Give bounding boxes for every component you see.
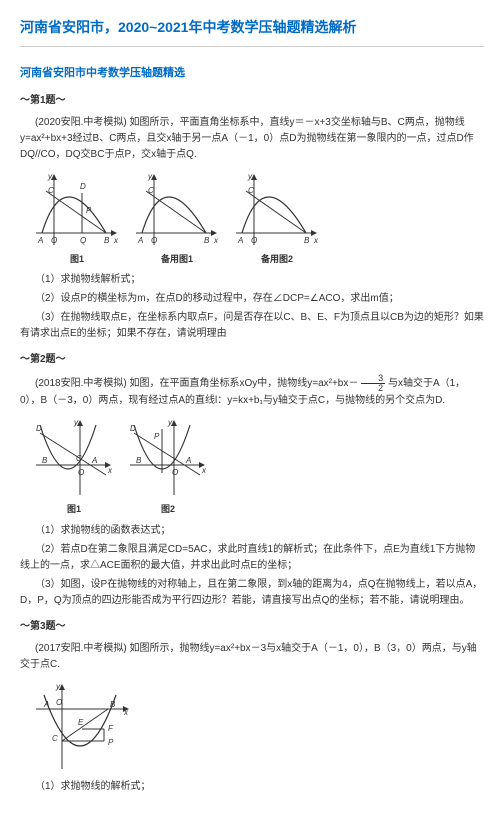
svg-text:O: O (151, 236, 157, 245)
svg-text:x: x (123, 708, 129, 717)
figure-caption: 备用图1 (161, 252, 193, 266)
svg-text:A: A (91, 456, 97, 465)
svg-text:y: y (73, 418, 79, 427)
svg-text:y: y (55, 682, 61, 691)
figure-caption: 备用图2 (261, 252, 293, 266)
svg-text:y: y (247, 172, 253, 181)
svg-text:B: B (204, 236, 210, 245)
q1-figure-row: AOBCDPQxy图1AOBCxy备用图1AOBCxy备用图2 (20, 171, 484, 266)
svg-text:A: A (43, 700, 49, 709)
figure: AO B Cx y 备用图2 (234, 171, 320, 266)
svg-text:B: B (42, 456, 48, 465)
section-title: 河南省安阳市中考数学压轴题精选 (20, 65, 484, 83)
svg-text:x: x (113, 236, 119, 245)
figure-caption: 图2 (161, 502, 175, 516)
svg-text:y: y (47, 172, 53, 181)
svg-text:C: C (248, 186, 254, 195)
figure: A B D O Px y 图2 (128, 417, 208, 516)
svg-text:A: A (237, 236, 243, 245)
svg-text:O: O (251, 236, 257, 245)
figure: AO B C D P Qx y 图1 (34, 171, 120, 266)
figure: A B C D Ox y 图1 (34, 417, 114, 516)
svg-text:y: y (147, 172, 153, 181)
svg-text:B: B (110, 700, 116, 709)
svg-text:D: D (80, 182, 86, 191)
svg-text:D: D (130, 424, 136, 433)
svg-text:x: x (213, 236, 219, 245)
q3-title: ～第3题～ (20, 619, 484, 635)
figure-svg: AO B Cx y (234, 171, 320, 249)
divider (20, 46, 484, 47)
svg-text:C: C (52, 734, 58, 743)
svg-text:C: C (76, 454, 82, 463)
q2-figure-row: A B C D Ox y 图1 A B D O Px y 图2 (20, 417, 484, 516)
svg-text:B: B (104, 236, 110, 245)
q2-title: ～第2题～ (20, 352, 484, 368)
svg-text:P: P (86, 206, 92, 215)
svg-text:P: P (108, 738, 114, 747)
svg-text:y: y (167, 418, 173, 427)
q2-body: (2018安阳.中考模拟) 如图，在平面直角坐标系xOy中，抛物线y=ax²+b… (20, 374, 484, 409)
svg-text:x: x (313, 236, 319, 245)
q3-sub1: （1）求抛物线的解析式； (20, 779, 484, 795)
svg-text:E: E (78, 718, 84, 727)
svg-text:x: x (201, 466, 207, 475)
figure-svg: A B C D Ox y (34, 417, 114, 499)
q3-figure-row: A B C O E FPx y (20, 681, 484, 773)
svg-text:O: O (51, 236, 57, 245)
svg-text:C: C (148, 186, 154, 195)
svg-text:A: A (137, 236, 143, 245)
q2-fraction: 32 (361, 374, 385, 393)
svg-text:O: O (172, 468, 178, 477)
figure-caption: 图1 (67, 502, 81, 516)
svg-text:B: B (136, 456, 142, 465)
q2-body-pre: (2018安阳.中考模拟) 如图，在平面直角坐标系xOy中，抛物线y=ax²+b… (35, 379, 361, 390)
svg-text:x: x (107, 466, 113, 475)
q2-sub3: （3）如图，设P在抛物线的对称轴上，且在第二象限，到x轴的距离为4，点Q在抛物线… (20, 577, 484, 609)
q1-sub1: （1）求抛物线解析式； (20, 272, 484, 288)
figure-svg: AO B C D P Qx y (34, 171, 120, 249)
svg-text:D: D (36, 424, 42, 433)
q2-sub1: （1）求抛物线的函数表达式； (20, 523, 484, 539)
svg-text:Q: Q (80, 236, 86, 245)
svg-text:O: O (56, 698, 62, 707)
q1-sub2: （2）设点P的横坐标为m，在点D的移动过程中，存在∠DCP=∠ACO，求出m值； (20, 291, 484, 307)
svg-text:A: A (37, 236, 43, 245)
q3-body: (2017安阳.中考模拟) 如图所示，抛物线y=ax²+bx－3与x轴交于A（－… (20, 641, 484, 673)
figure-svg: A B D O Px y (128, 417, 208, 499)
figure-svg: AO B Cx y (134, 171, 220, 249)
figure: A B C O E FPx y (34, 681, 132, 773)
q1-title: ～第1题～ (20, 93, 484, 109)
svg-text:P: P (154, 432, 160, 441)
page-title: 河南省安阳市，2020~2021年中考数学压轴题精选解析 (20, 16, 484, 38)
figure-svg: A B C O E FPx y (34, 681, 132, 773)
svg-text:C: C (48, 186, 54, 195)
figure: AO B Cx y 备用图1 (134, 171, 220, 266)
figure-caption: 图1 (70, 252, 84, 266)
svg-text:F: F (108, 724, 114, 733)
svg-text:O: O (78, 468, 84, 477)
svg-text:A: A (185, 456, 191, 465)
svg-text:B: B (304, 236, 310, 245)
q1-body: (2020安阳.中考模拟) 如图所示，平面直角坐标系中，直线y＝－x+3交坐标轴… (20, 115, 484, 163)
q1-sub3: （3）在抛物线取点E，在坐标系内取点F，问是否存在以C、B、E、F为顶点且以CB… (20, 310, 484, 342)
q2-sub2: （2）若点D在第二象限且满足CD=5AC，求此时直线1的解析式；在此条件下，点E… (20, 542, 484, 574)
